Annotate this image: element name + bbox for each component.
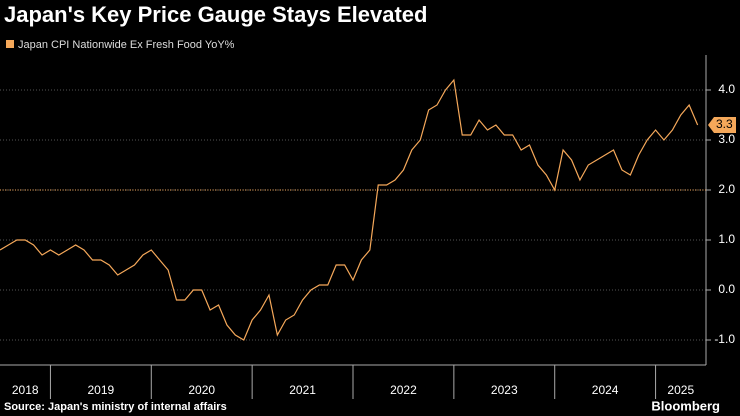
source: Source: Japan's ministry of internal aff… xyxy=(4,401,227,413)
legend-swatch xyxy=(6,40,14,48)
y-tick-label: -1.0 xyxy=(714,332,735,346)
chart-title: Japan's Key Price Gauge Stays Elevated xyxy=(4,2,427,27)
line xyxy=(0,78,699,341)
legend-label: Japan CPI Nationwide Ex Fresh Food YoY% xyxy=(18,39,235,51)
y-tick-label: 0.0 xyxy=(718,282,735,296)
x-tick-label: 2019 xyxy=(88,383,115,397)
last-value-box xyxy=(708,117,736,133)
y-tick-label: 1.0 xyxy=(718,232,735,246)
y-tick-label: 2.0 xyxy=(718,182,735,196)
brand: Bloomberg xyxy=(651,398,720,413)
x-tick-label: 2025 xyxy=(667,383,694,397)
x-tick-label: 2024 xyxy=(592,383,619,397)
last-value-label: 3.3 xyxy=(716,117,733,131)
y-tick-label: 4.0 xyxy=(718,82,735,96)
x-tick-label: 2023 xyxy=(491,383,518,397)
x-tick-label: 2021 xyxy=(289,383,316,397)
x-tick-label: 2018 xyxy=(12,383,39,397)
x-tick-label: 2020 xyxy=(188,383,215,397)
x-tick-label: 2022 xyxy=(390,383,417,397)
y-tick-label: 3.0 xyxy=(718,132,735,146)
